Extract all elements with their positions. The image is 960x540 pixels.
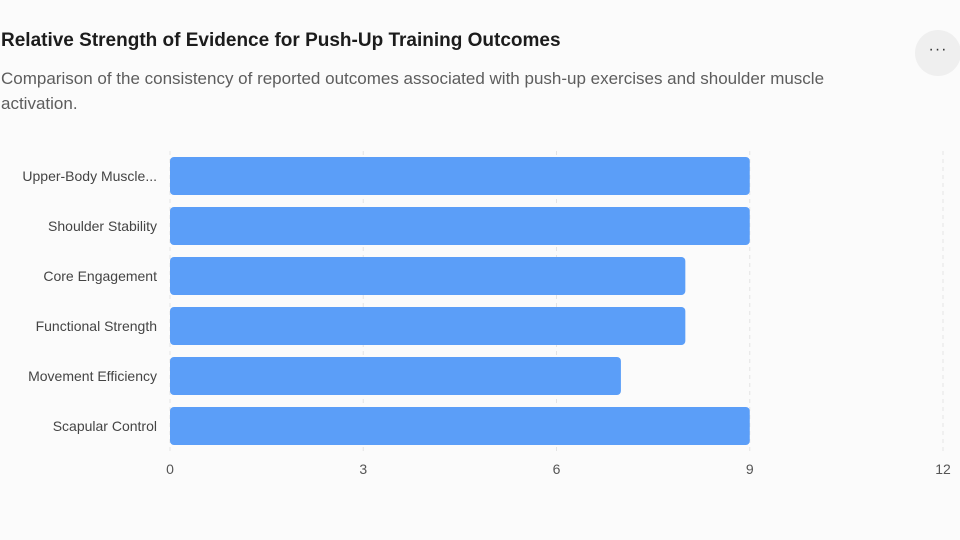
- x-tick-label: 6: [553, 461, 561, 477]
- more-options-button[interactable]: ···: [915, 30, 960, 76]
- chart-title: Relative Strength of Evidence for Push-U…: [1, 30, 561, 51]
- x-tick-label: 3: [359, 461, 367, 477]
- category-label: Movement Efficiency: [28, 368, 157, 384]
- x-tick-label: 9: [746, 461, 754, 477]
- bar[interactable]: [170, 207, 750, 245]
- x-tick-label: 0: [166, 461, 174, 477]
- grid-lines: [169, 151, 944, 451]
- bar[interactable]: [170, 357, 621, 395]
- category-label: Scapular Control: [53, 418, 157, 434]
- category-label: Core Engagement: [43, 268, 157, 284]
- bar[interactable]: [170, 307, 686, 345]
- x-tick-label: 12: [935, 461, 951, 477]
- more-icon: ···: [928, 41, 948, 58]
- bars: [170, 157, 750, 445]
- bar[interactable]: [170, 157, 750, 195]
- bar[interactable]: [170, 407, 750, 445]
- category-labels: Upper-Body Muscle... Shoulder Stability Co…: [22, 168, 157, 434]
- x-axis-ticks: 0 3 6 9 12: [166, 461, 951, 477]
- chart-subtitle: Comparison of the consistency of reporte…: [1, 69, 825, 113]
- bar[interactable]: [170, 257, 686, 295]
- category-label: Functional Strength: [36, 318, 157, 334]
- category-label: Shoulder Stability: [48, 218, 157, 234]
- category-label: Upper-Body Muscle...: [22, 168, 157, 184]
